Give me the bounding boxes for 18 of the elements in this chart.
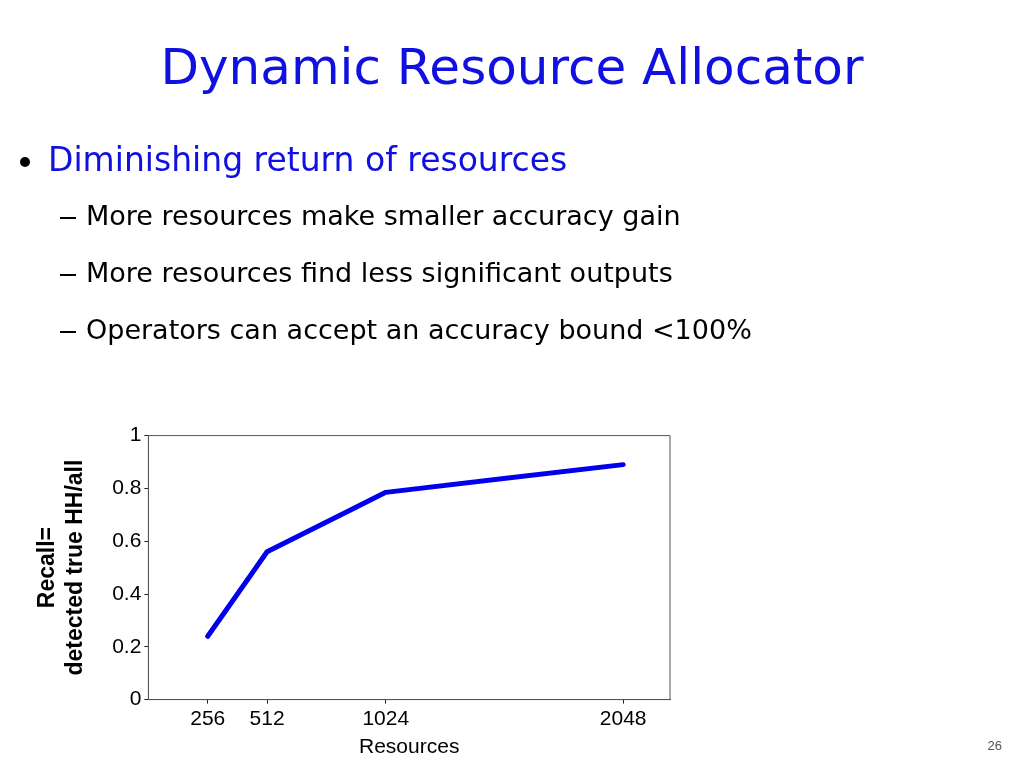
text: 26 (987, 738, 1002, 753)
x-axis-title: Resources (359, 734, 460, 758)
y-tick-label: 1 (129, 422, 142, 446)
text: Operators can accept an accuracy bound <100% (85, 314, 752, 347)
x-tick-label: 256 (190, 706, 226, 729)
text: More resources find less significant outputs (85, 257, 674, 290)
y-tick-label: 0.2 (112, 633, 142, 657)
chart-title: Dynamic Resource Allocator (159, 38, 865, 96)
x-tick-label: 512 (249, 706, 285, 729)
y-tick-label: 0 (129, 686, 142, 710)
y-tick-label: 0.6 (112, 528, 142, 551)
y-tick-label: 0.4 (112, 580, 142, 604)
x-tick-label: 1024 (362, 706, 410, 729)
x-tick-label: 2048 (599, 706, 647, 729)
text: More resources make smaller accuracy gain (85, 200, 682, 233)
y-axis-title: Recall= detected true HH/all (33, 459, 87, 676)
chart-subtitle: Diminishing return of resources (48, 140, 568, 179)
y-tick-label: 0.8 (112, 475, 142, 499)
